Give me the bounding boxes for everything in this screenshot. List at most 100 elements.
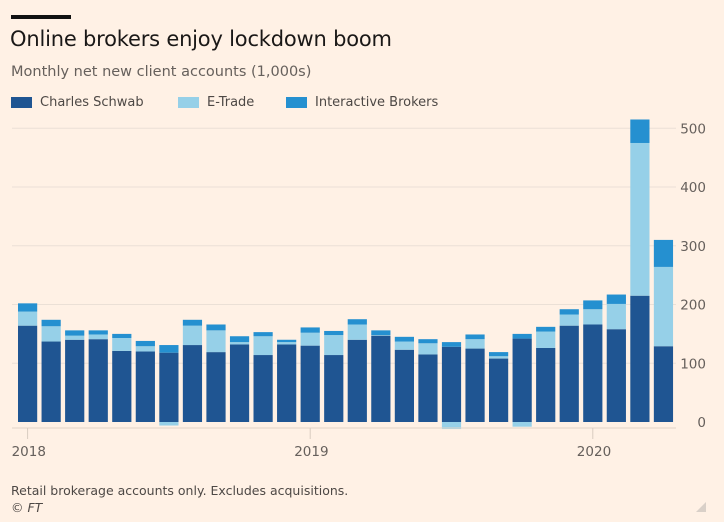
bar-interactive-brokers bbox=[277, 339, 297, 343]
bar-interactive-brokers bbox=[206, 324, 226, 331]
bar-interactive-brokers bbox=[300, 327, 320, 333]
bar-charles-schwab bbox=[418, 354, 438, 422]
legend-item-interactive-brokers: Interactive Brokers bbox=[286, 95, 438, 110]
bar-interactive-brokers bbox=[65, 330, 85, 336]
bar-charles-schwab bbox=[536, 347, 556, 422]
bar-e-trade bbox=[347, 324, 367, 340]
bar-interactive-brokers bbox=[41, 319, 61, 327]
bar-charles-schwab bbox=[18, 325, 38, 422]
bar-e-trade bbox=[653, 266, 674, 347]
bar-charles-schwab bbox=[65, 339, 85, 422]
bar-e-trade bbox=[229, 342, 250, 345]
bar-interactive-brokers bbox=[512, 333, 532, 339]
source-note: Retail brokerage accounts only. Excludes… bbox=[11, 483, 349, 498]
bar-e-trade bbox=[41, 326, 61, 342]
bar-charles-schwab bbox=[630, 295, 650, 422]
bar-interactive-brokers bbox=[465, 334, 485, 340]
y-tick-label: 500 bbox=[680, 121, 706, 137]
bar-e-trade bbox=[277, 342, 297, 345]
ft-header-rule bbox=[11, 15, 71, 19]
bar-e-trade bbox=[18, 311, 38, 326]
bar-e-trade bbox=[371, 335, 391, 336]
bar-interactive-brokers bbox=[182, 319, 203, 326]
y-tick-label: 0 bbox=[697, 415, 706, 431]
legend-item-e-trade: E-Trade bbox=[178, 95, 286, 110]
bar-charles-schwab bbox=[441, 346, 462, 422]
bar-e-trade bbox=[324, 335, 344, 356]
bar-interactive-brokers bbox=[112, 333, 132, 339]
bar-e-trade bbox=[300, 332, 320, 346]
bar-charles-schwab bbox=[229, 344, 250, 422]
bar-interactive-brokers bbox=[536, 326, 556, 332]
legend-swatch-charles-schwab bbox=[11, 97, 32, 108]
legend-label: E-Trade bbox=[207, 95, 255, 110]
bar-charles-schwab bbox=[324, 355, 344, 422]
bar-interactive-brokers bbox=[88, 330, 108, 335]
bar-e-trade-negative bbox=[441, 422, 462, 430]
bar-e-trade bbox=[559, 314, 579, 326]
bar-e-trade bbox=[630, 142, 650, 296]
bar-e-trade bbox=[112, 338, 132, 351]
bar-charles-schwab bbox=[371, 335, 391, 422]
bar-e-trade-negative bbox=[159, 422, 179, 426]
x-tick-label: 2020 bbox=[577, 444, 611, 460]
bar-interactive-brokers bbox=[371, 330, 391, 336]
bar-interactive-brokers bbox=[229, 336, 250, 343]
y-tick-label: 100 bbox=[680, 356, 706, 372]
bar-e-trade bbox=[253, 336, 273, 356]
credit: © FT bbox=[11, 500, 43, 515]
chart-title: Online brokers enjoy lockdown boom bbox=[10, 27, 392, 51]
bar-charles-schwab bbox=[300, 345, 320, 422]
chart-subtitle: Monthly net new client accounts (1,000s) bbox=[11, 64, 312, 80]
resize-handle-icon[interactable] bbox=[696, 502, 706, 512]
bar-e-trade bbox=[394, 341, 414, 350]
bar-interactive-brokers bbox=[559, 309, 579, 315]
legend-swatch-e-trade bbox=[178, 97, 199, 108]
bar-interactive-brokers bbox=[606, 294, 626, 304]
bar-e-trade bbox=[418, 343, 438, 355]
axes: 0 100 200 300 400 500 2018 2019 2020 bbox=[12, 121, 706, 460]
bar-interactive-brokers bbox=[418, 339, 438, 344]
bar-interactive-brokers bbox=[441, 342, 462, 347]
bar-charles-schwab bbox=[112, 350, 132, 422]
bar-charles-schwab bbox=[394, 349, 414, 422]
bar-e-trade-negative bbox=[512, 422, 532, 427]
legend-label: Interactive Brokers bbox=[315, 95, 439, 110]
bar-charles-schwab bbox=[277, 344, 297, 422]
bar-charles-schwab bbox=[606, 329, 626, 422]
y-tick-label: 300 bbox=[680, 239, 706, 255]
bar-charles-schwab bbox=[159, 352, 179, 422]
bar-e-trade bbox=[182, 325, 203, 346]
bar-e-trade bbox=[489, 356, 509, 359]
bar-charles-schwab bbox=[583, 324, 603, 422]
legend-swatch-interactive-brokers bbox=[286, 97, 307, 108]
bar-interactive-brokers bbox=[653, 239, 674, 267]
bar-charles-schwab bbox=[41, 341, 61, 422]
bar-e-trade bbox=[583, 309, 603, 325]
bar-e-trade bbox=[536, 331, 556, 348]
bar-charles-schwab bbox=[559, 325, 579, 422]
bar-interactive-brokers bbox=[253, 332, 273, 337]
bar-charles-schwab bbox=[182, 345, 203, 422]
bar-charles-schwab bbox=[653, 346, 674, 422]
bar-e-trade bbox=[606, 303, 626, 330]
bar-e-trade bbox=[65, 335, 85, 340]
y-tick-label: 200 bbox=[680, 298, 706, 314]
bar-charles-schwab bbox=[88, 339, 108, 422]
bars bbox=[18, 119, 674, 430]
bar-charles-schwab bbox=[135, 351, 155, 422]
bar-charles-schwab bbox=[465, 348, 485, 422]
bar-e-trade bbox=[206, 330, 226, 353]
bar-e-trade bbox=[135, 346, 155, 352]
bar-interactive-brokers bbox=[630, 119, 650, 143]
bar-interactive-brokers bbox=[159, 345, 179, 353]
x-tick-label: 2019 bbox=[294, 444, 328, 460]
bar-interactive-brokers bbox=[394, 336, 414, 342]
bar-interactive-brokers bbox=[347, 319, 367, 325]
bar-interactive-brokers bbox=[583, 300, 603, 310]
bar-interactive-brokers bbox=[18, 303, 38, 312]
bar-e-trade bbox=[88, 334, 108, 340]
bar-charles-schwab bbox=[489, 358, 509, 422]
bar-charles-schwab bbox=[512, 338, 532, 422]
